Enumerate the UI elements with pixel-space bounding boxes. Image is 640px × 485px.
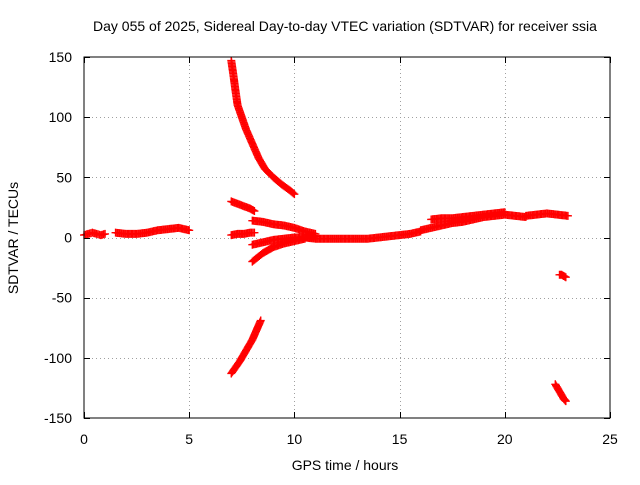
data-point — [563, 211, 572, 220]
x-tick-label: 5 — [185, 431, 193, 447]
axis-ticks — [84, 57, 611, 419]
data-point — [290, 190, 299, 199]
x-tick-label: 15 — [392, 431, 408, 447]
y-tick-label: 100 — [49, 109, 73, 125]
data-series-group — [555, 270, 570, 282]
y-tick-label: -150 — [44, 410, 72, 426]
data-point — [256, 316, 265, 325]
x-tick-labels: 0 5 10 15 20 25 — [80, 431, 618, 447]
data-point — [561, 396, 570, 405]
data-series-group — [227, 56, 299, 199]
data-point — [250, 207, 259, 216]
plot-frame — [83, 56, 611, 419]
data-point — [500, 208, 509, 217]
y-tick-label: -50 — [52, 290, 72, 306]
y-tick-label: 0 — [64, 230, 72, 246]
data-point — [101, 229, 110, 238]
y-axis-label: SDTVAR / TECUs — [5, 182, 21, 294]
x-tick-label: 0 — [80, 431, 88, 447]
y-tick-labels: -150 -100 -50 0 50 100 150 — [44, 49, 72, 426]
x-tick-label: 10 — [287, 431, 303, 447]
data-point — [250, 228, 259, 237]
chart-title: Day 055 of 2025, Sidereal Day-to-day VTE… — [93, 18, 597, 34]
y-tick-label: 150 — [49, 49, 73, 65]
x-tick-label: 20 — [497, 431, 513, 447]
data-series-group — [227, 197, 259, 216]
data-series-group — [111, 223, 194, 238]
x-axis-label: GPS time / hours — [292, 457, 399, 473]
data-series-group — [227, 316, 265, 378]
data-series-group — [427, 208, 509, 224]
data-point — [561, 273, 570, 282]
data-series-group — [551, 380, 570, 406]
data-point — [560, 395, 569, 404]
y-tick-label: 50 — [56, 169, 72, 185]
data-series-group — [227, 228, 259, 240]
data-point — [185, 226, 194, 235]
x-tick-label: 25 — [602, 431, 618, 447]
data-point — [289, 189, 298, 198]
data-series-group — [248, 234, 309, 266]
data-series — [80, 56, 572, 406]
data-series-group — [521, 209, 572, 220]
y-tick-label: -100 — [44, 350, 72, 366]
data-point — [561, 397, 570, 406]
